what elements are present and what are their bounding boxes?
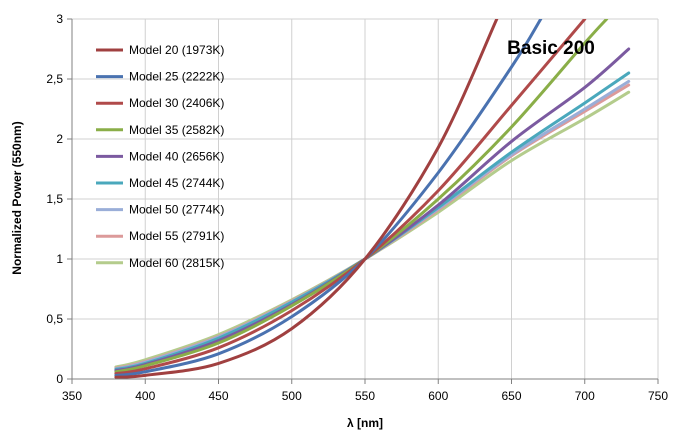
- y-tick-label: 1: [56, 252, 63, 266]
- axes: 0 0,5 1 1,5 2 2,5 3 350 400 450 500 550 600 650 700 750: [46, 12, 668, 403]
- x-tick-label: 400: [135, 389, 155, 403]
- x-tick-label: 550: [355, 389, 375, 403]
- x-tick-label: 350: [62, 389, 82, 403]
- y-tick-label: 2: [56, 132, 63, 146]
- legend-label: Model 35 (2582K): [129, 123, 224, 137]
- legend-label: Model 55 (2791K): [129, 229, 224, 243]
- legend: Model 20 (1973K) Model 25 (2222K) Model 30…: [96, 43, 224, 270]
- legend-label: Model 60 (2815K): [129, 256, 224, 270]
- x-tick-label: 500: [282, 389, 302, 403]
- y-tick-label: 2,5: [46, 72, 63, 86]
- legend-label: Model 45 (2744K): [129, 176, 224, 190]
- legend-label: Model 25 (2222K): [129, 70, 224, 84]
- series-line: [114, 19, 543, 377]
- y-axis-title: Normalized Power (550nm): [10, 121, 24, 274]
- legend-label: Model 30 (2406K): [129, 96, 224, 110]
- legend-label: Model 20 (1973K): [129, 43, 224, 57]
- x-tick-label: 450: [208, 389, 228, 403]
- x-axis-title: λ [nm]: [347, 416, 383, 430]
- series-line: [114, 19, 587, 376]
- legend-label: Model 40 (2656K): [129, 149, 224, 163]
- series-line: [114, 19, 499, 379]
- x-tick-label: 650: [501, 389, 521, 403]
- x-tick-label: 750: [648, 389, 668, 403]
- chart-annotation: Basic 200: [507, 38, 595, 59]
- y-tick-label: 1,5: [46, 192, 63, 206]
- x-tick-label: 600: [428, 389, 448, 403]
- y-tick-label: 0: [56, 372, 63, 386]
- series-lines: [114, 19, 631, 379]
- y-tick-label: 3: [56, 12, 63, 26]
- x-tick-label: 700: [575, 389, 595, 403]
- y-tick-label: 0,5: [46, 312, 63, 326]
- legend-label: Model 50 (2774K): [129, 203, 224, 217]
